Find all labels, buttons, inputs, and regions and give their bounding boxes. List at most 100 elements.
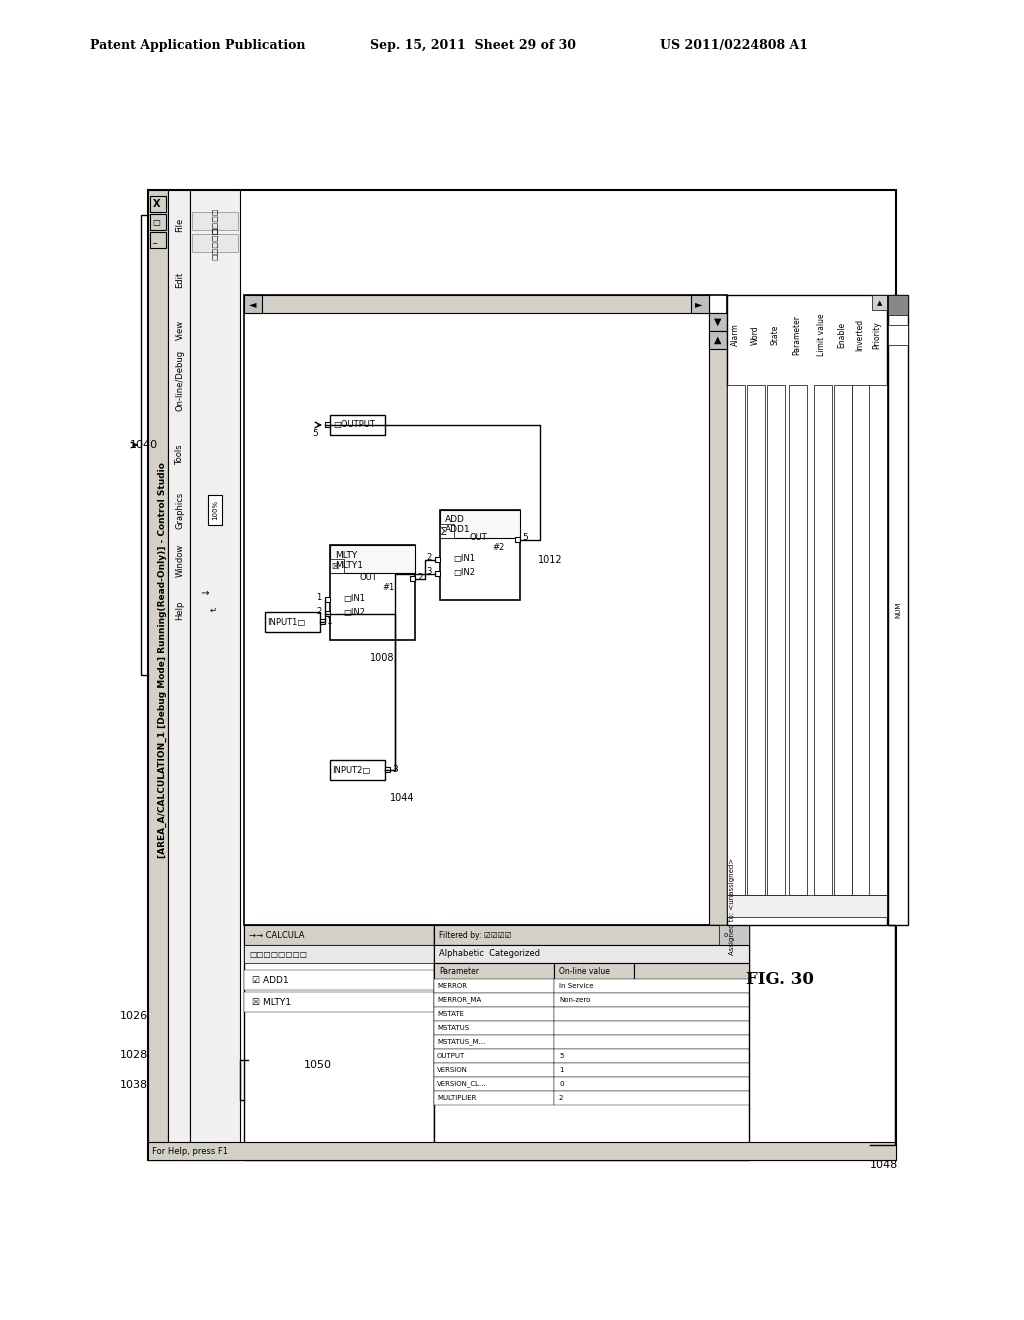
Text: 1048: 1048 [870, 1160, 898, 1170]
Text: MSTATUS_M...: MSTATUS_M... [437, 1039, 485, 1045]
Bar [767, 385, 785, 895]
Text: Tools: Tools [175, 445, 184, 466]
Text: □□□□□: □□□□□ [212, 227, 218, 260]
Text: ☑ ADD1: ☑ ADD1 [252, 975, 289, 985]
Bar [325, 597, 330, 602]
Bar [434, 1007, 554, 1020]
Bar [888, 294, 908, 315]
Text: 1028: 1028 [120, 1049, 148, 1060]
Bar [330, 545, 415, 573]
Bar [193, 213, 238, 230]
Bar [434, 1077, 554, 1092]
Text: Assigned to: <unassigned>: Assigned to: <unassigned> [729, 858, 735, 954]
Text: 5: 5 [312, 429, 317, 437]
Bar [244, 925, 434, 1160]
Bar [888, 325, 908, 345]
Bar [434, 979, 554, 993]
Text: ∑: ∑ [441, 527, 446, 536]
Text: FIG. 30: FIG. 30 [746, 972, 814, 989]
Text: 5: 5 [559, 1053, 563, 1059]
Bar [244, 993, 434, 1012]
Bar [634, 964, 749, 979]
Text: File: File [175, 218, 184, 232]
Text: 2: 2 [316, 607, 322, 616]
Text: MLTY: MLTY [335, 550, 357, 560]
Text: □IN1: □IN1 [343, 594, 365, 602]
Bar [434, 1092, 554, 1105]
Text: VERSION_CL...: VERSION_CL... [437, 1081, 486, 1088]
Bar [709, 313, 727, 925]
Text: Enable: Enable [838, 322, 847, 348]
Bar [410, 576, 415, 581]
Text: Parameter: Parameter [793, 315, 802, 355]
Text: ☒ MLTY1: ☒ MLTY1 [252, 998, 291, 1006]
Text: □□□□: □□□□ [212, 207, 218, 234]
Text: MERROR_MA: MERROR_MA [437, 997, 481, 1003]
Text: INPUT1□: INPUT1□ [267, 618, 305, 627]
Text: MSTATE: MSTATE [437, 1011, 464, 1016]
Bar [746, 385, 765, 895]
Bar [554, 1007, 749, 1020]
Text: For Help, press F1: For Help, press F1 [152, 1147, 228, 1155]
Text: Priority: Priority [872, 321, 882, 348]
Bar [244, 294, 709, 313]
Text: ►: ► [695, 300, 702, 309]
Bar [435, 572, 440, 576]
Bar [554, 979, 749, 993]
Text: In Service: In Service [559, 983, 594, 989]
Text: □: □ [152, 218, 160, 227]
Bar [440, 510, 520, 601]
Text: Patent Application Publication: Patent Application Publication [90, 38, 305, 51]
Text: Parameter: Parameter [439, 966, 479, 975]
Text: 1040: 1040 [130, 440, 158, 450]
Bar [325, 611, 330, 616]
Text: OUTPUT: OUTPUT [437, 1053, 465, 1059]
Text: 1008: 1008 [370, 653, 394, 663]
Bar [190, 190, 240, 1160]
Text: 1: 1 [559, 1067, 563, 1073]
Bar [148, 1142, 896, 1160]
Text: Graphics: Graphics [175, 491, 184, 528]
Text: Edit: Edit [175, 272, 184, 288]
Bar [385, 767, 390, 772]
Bar [554, 1063, 749, 1077]
Bar [435, 557, 440, 562]
Text: VERSION: VERSION [437, 1067, 468, 1073]
Text: 2: 2 [426, 553, 431, 562]
Text: [AREA_A/CALCULATION_1 [Debug Mode] Running(Read-Only)] - Control Studio: [AREA_A/CALCULATION_1 [Debug Mode] Runni… [158, 462, 167, 858]
Bar [434, 1049, 554, 1063]
Text: 1: 1 [316, 594, 322, 602]
Text: ▲: ▲ [877, 300, 883, 306]
Text: 1012: 1012 [538, 554, 562, 565]
Text: Limit value: Limit value [817, 314, 826, 356]
Text: Help: Help [175, 601, 184, 619]
Bar [330, 545, 415, 640]
Bar [554, 1092, 749, 1105]
Text: o: o [724, 932, 728, 939]
Text: ↵: ↵ [210, 606, 217, 615]
Bar [719, 925, 749, 945]
Text: □□□□□□□□: □□□□□□□□ [249, 949, 307, 958]
Text: 1: 1 [327, 618, 333, 627]
Bar [244, 294, 262, 313]
Text: MLTY1: MLTY1 [335, 561, 362, 569]
Bar [434, 964, 554, 979]
Text: □IN2: □IN2 [453, 568, 475, 577]
Bar [434, 993, 554, 1007]
Text: 3: 3 [426, 568, 431, 577]
Bar [554, 993, 749, 1007]
Bar [852, 385, 870, 895]
Text: 0: 0 [559, 1081, 563, 1086]
Text: □IN2: □IN2 [343, 607, 365, 616]
Bar [790, 385, 807, 895]
Bar [150, 214, 166, 230]
Bar [148, 190, 896, 1160]
Text: INPUT2□: INPUT2□ [332, 766, 371, 775]
Text: →→ CALCULA: →→ CALCULA [249, 931, 304, 940]
Text: 1050: 1050 [304, 1060, 332, 1071]
Bar [727, 895, 887, 917]
Text: ▲: ▲ [714, 335, 722, 345]
Bar [434, 925, 749, 945]
Bar [434, 925, 749, 1160]
Text: OUT: OUT [470, 533, 487, 543]
